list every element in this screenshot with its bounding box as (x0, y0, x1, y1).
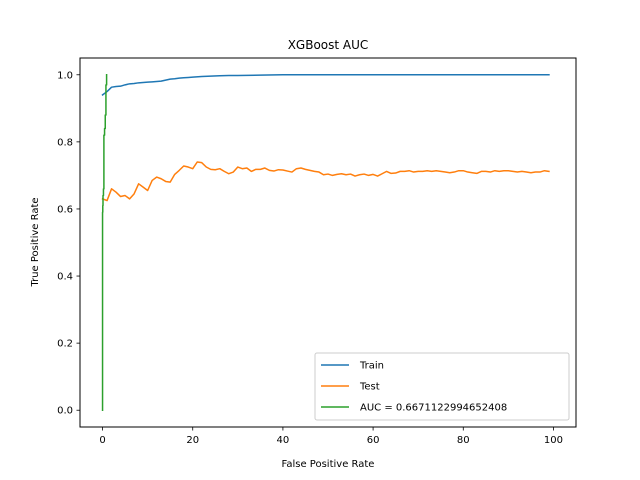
plot-frame (79, 57, 577, 428)
legend-entry: Train (359, 361, 384, 372)
chart-title: XGBoost AUC (288, 38, 369, 52)
y-tick-label: 0.0 (57, 406, 73, 417)
x-tick-label: 60 (367, 435, 380, 446)
plot-area (101, 74, 550, 411)
x-tick-label: 80 (457, 435, 470, 446)
series-line-2 (101, 74, 108, 411)
legend-entry: AUC = 0.6671122994652408 (360, 403, 507, 414)
x-tick-label: 20 (186, 435, 199, 446)
series-line-0 (101, 74, 550, 96)
legend-entry: Test (359, 382, 380, 393)
x-tick-label: 0 (99, 435, 105, 446)
y-tick-label: 0.8 (57, 137, 73, 148)
axes: 0 20 40 60 80 100 0.0 0.2 0.4 0.6 0.8 1.0 (57, 70, 563, 446)
y-tick-label: 0.6 (57, 204, 73, 215)
x-tick-label: 100 (544, 435, 563, 446)
x-axis-label: False Positive Rate (282, 459, 375, 470)
series-line-1 (101, 161, 550, 202)
y-tick-label: 0.2 (57, 339, 73, 350)
y-tick-label: 0.4 (57, 272, 73, 283)
y-axis-label: True Positive Rate (30, 197, 41, 287)
y-tick-label: 1.0 (57, 70, 73, 81)
legend-box (314, 352, 570, 421)
x-tick-label: 40 (277, 435, 290, 446)
legend: Train Test AUC = 0.6671122994652408 (314, 352, 570, 421)
